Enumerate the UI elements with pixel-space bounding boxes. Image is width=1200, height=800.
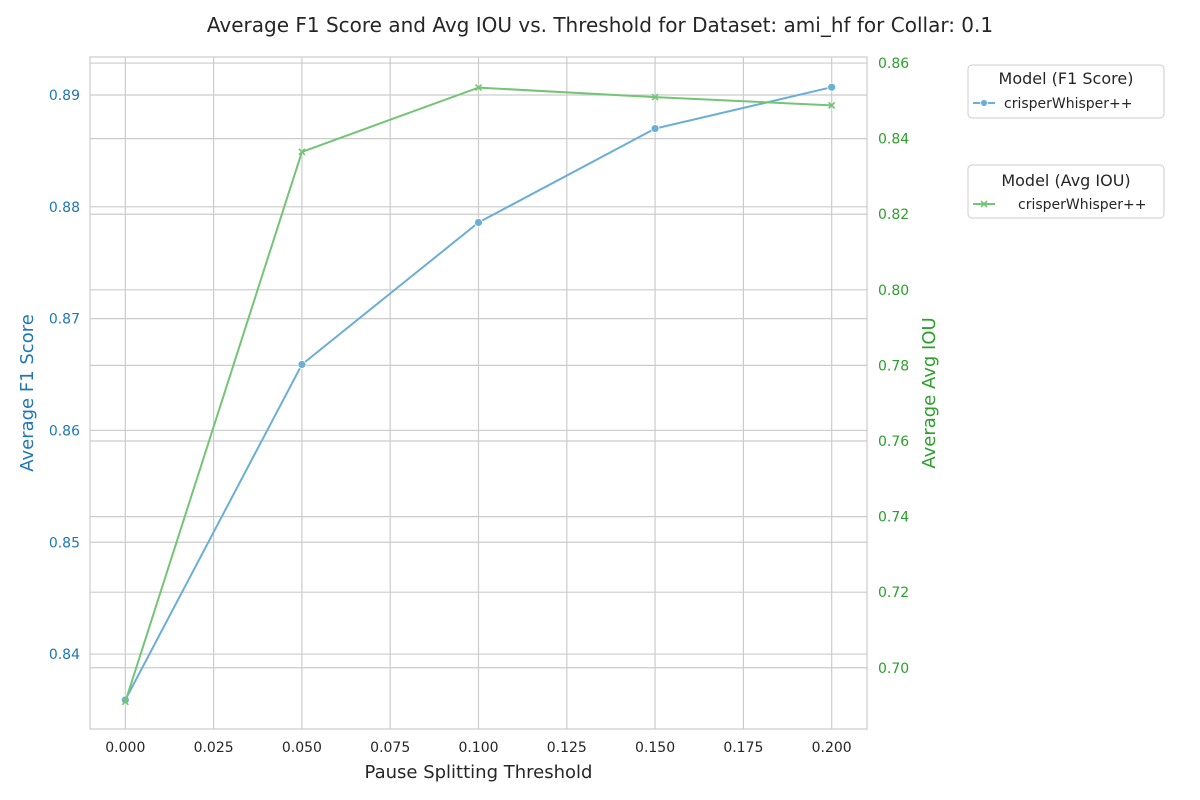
legend-f1-box [967,64,1165,119]
x-tick-label: 0.125 [547,740,587,756]
f1-point [650,124,660,133]
y-right-tick-label: 0.84 [878,132,909,148]
y-left-tick-label: 0.89 [49,88,80,104]
f1-point [297,360,307,369]
x-axis: 0.000 0.025 0.050 0.075 0.100 0.125 0.150 0.175… [105,740,851,756]
f1-point [474,218,483,227]
legend-f1-title: Model (F1 Score) [999,69,1134,88]
x-tick-label: 0.150 [635,740,675,756]
legend-f1-entry: crisperWhisper++ [1004,96,1133,112]
f1-point [827,82,837,92]
y-right-tick-label: 0.86 [878,56,909,72]
x-tick-label: 0.000 [105,740,145,756]
y-right-tick-label: 0.74 [878,510,909,526]
y-axis-left: 0.84 0.85 0.86 0.87 0.88 0.89 [49,88,80,663]
legend-f1: Model (F1 Score) crisperWhisper++ [967,64,1165,119]
legend-f1-marker-swatch [980,99,988,107]
y-left-tick-label: 0.86 [49,423,80,439]
legend-iou-entry: crisperWhisper++ [1018,197,1147,213]
x-tick-label: 0.100 [458,740,498,756]
legend-iou-marker-swatch [980,200,988,208]
x-tick-label: 0.025 [194,740,234,756]
legend-iou: Model (Avg IOU) crisperWhisper++ [967,164,1165,219]
iou-point [474,84,483,92]
x-tick-label: 0.175 [723,740,763,756]
y-left-tick-label: 0.84 [49,647,80,663]
x-tick-label: 0.200 [812,740,852,756]
chart-title: Average F1 Score and Avg IOU vs. Thresho… [207,13,993,37]
y-axis-right-label: Average Avg IOU [919,317,940,468]
iou-point [651,93,659,101]
legend-iou-title: Model (Avg IOU) [1001,171,1130,190]
iou-point [298,148,306,156]
y-right-tick-label: 0.80 [878,283,909,299]
y-axis-left-label: Average F1 Score [17,314,38,472]
y-left-tick-label: 0.87 [49,312,80,328]
x-tick-label: 0.075 [370,740,410,756]
x-tick-label: 0.050 [282,740,322,756]
y-right-tick-label: 0.72 [878,585,909,601]
iou-point [121,698,129,706]
y-right-tick-label: 0.82 [878,207,909,223]
plot-frame [89,56,868,730]
iou-point [828,101,836,109]
y-right-tick-label: 0.76 [878,434,909,450]
legend-iou-box [967,164,1165,219]
y-left-tick-label: 0.88 [49,200,80,216]
y-axis-right: 0.70 0.72 0.74 0.76 0.78 0.80 0.82 0.84 0.86 [878,56,909,677]
y-right-tick-label: 0.78 [878,358,909,374]
grid [90,57,867,729]
y-right-tick-label: 0.70 [878,661,909,677]
series-layer [120,82,837,706]
x-axis-label: Pause Splitting Threshold [365,762,593,783]
y-left-tick-label: 0.85 [49,535,80,551]
